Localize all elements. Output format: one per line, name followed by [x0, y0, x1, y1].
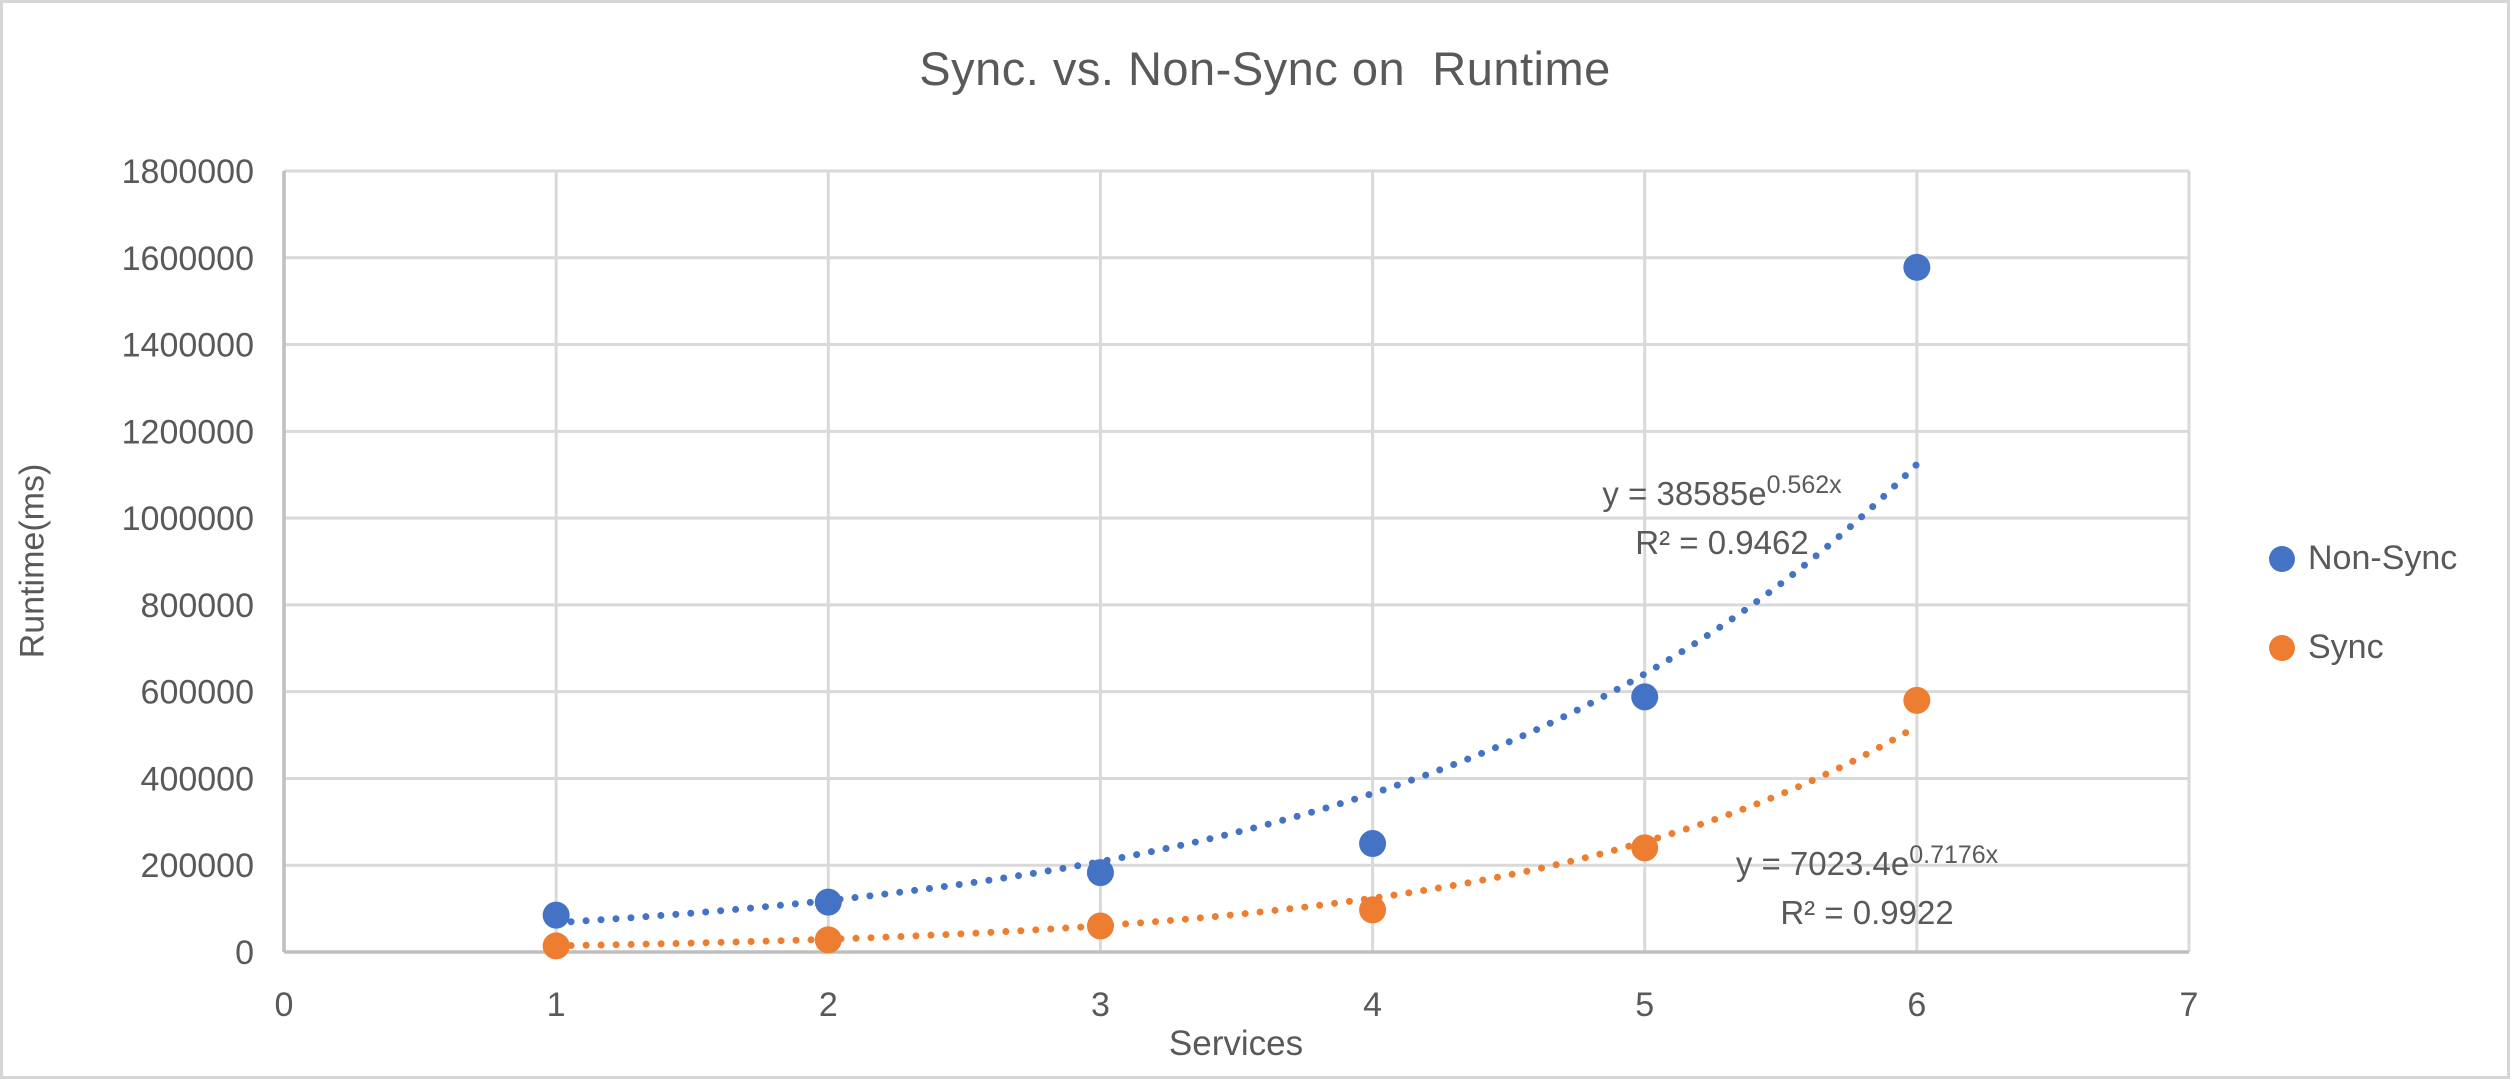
sync-data-point	[542, 932, 570, 960]
legend-item-non-sync: Non-Sync	[2269, 539, 2457, 578]
non-sync-data-point	[1086, 859, 1114, 887]
x-axis-title: Services	[1168, 1024, 1304, 1063]
sync-trendline	[552, 722, 1921, 950]
non-sync-data-point	[814, 888, 842, 916]
y-tick-label: 1000000	[122, 500, 254, 538]
sync-data-point	[1086, 912, 1114, 940]
sync-data-point	[814, 926, 842, 954]
legend: Non-Sync Sync	[2269, 539, 2457, 667]
legend-label-non-sync: Non-Sync	[2308, 539, 2458, 577]
non-sync-data-point	[542, 901, 570, 929]
chart-title: Sync. vs. Non-Sync on Runtime	[919, 42, 1611, 95]
x-tick-label: 3	[1091, 986, 1110, 1024]
y-tick-label: 200000	[141, 847, 254, 885]
legend-label-sync: Sync	[2308, 628, 2384, 666]
r-squared-sync: R² = 0.9922	[1780, 894, 1954, 931]
legend-item-sync: Sync	[2269, 628, 2457, 667]
y-tick-label: 0	[235, 934, 254, 972]
non-sync-data-point	[1359, 830, 1387, 858]
non-sync-trendline	[552, 460, 1921, 927]
equation-line-non-sync: y = 38585e0.562x	[1602, 471, 1842, 513]
non-sync-data-point	[1903, 253, 1931, 281]
sync-legend-marker-icon	[2269, 634, 2295, 661]
equation-line-sync: y = 7023.4e0.7176x	[1735, 841, 1999, 883]
y-tick-label: 1600000	[122, 240, 254, 278]
x-tick-label: 1	[547, 986, 566, 1024]
sync-data-point	[1631, 834, 1659, 862]
y-tick-label: 1400000	[122, 327, 254, 365]
x-tick-label: 7	[2180, 986, 2199, 1024]
x-tick-label: 0	[275, 986, 294, 1024]
sync-data-point	[1903, 686, 1931, 714]
x-tick-label: 2	[819, 986, 838, 1024]
r-squared-non-sync: R² = 0.9462	[1635, 524, 1809, 561]
y-tick-label: 400000	[141, 760, 254, 798]
sync-data-point	[1359, 896, 1387, 924]
non-sync-legend-marker-icon	[2269, 545, 2295, 572]
trendline-equation-non-sync: y = 38585e0.562x R² = 0.9462	[1602, 469, 1841, 567]
y-tick-label: 1200000	[122, 413, 254, 451]
x-tick-label: 6	[1907, 986, 1926, 1024]
y-tick-label: 800000	[141, 587, 254, 625]
y-tick-label: 1800000	[122, 153, 254, 191]
plot-area: 0 200000 400000 600000 800000 1000000 1200000 1…	[122, 153, 2199, 1024]
non-sync-data-point	[1631, 683, 1659, 711]
x-tick-label: 4	[1363, 986, 1382, 1024]
y-tick-label: 600000	[141, 674, 254, 712]
x-tick-label: 5	[1635, 986, 1654, 1024]
trendline-equation-sync: y = 7023.4e0.7176x R² = 0.9922	[1736, 839, 1998, 937]
